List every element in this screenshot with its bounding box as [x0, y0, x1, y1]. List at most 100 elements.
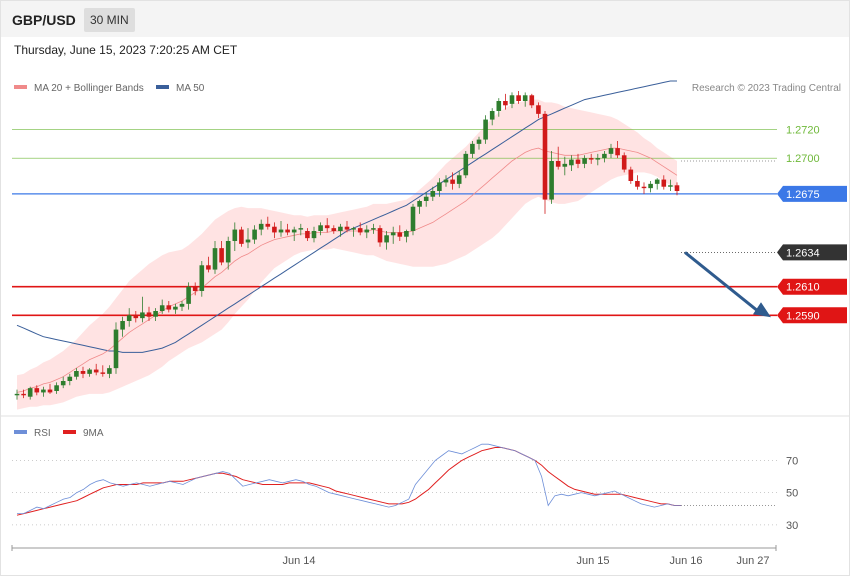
candle-body	[14, 393, 20, 396]
candle	[206, 256, 211, 273]
bollinger-band	[17, 99, 677, 410]
candle-body	[503, 101, 508, 106]
candle	[463, 151, 469, 179]
candle	[34, 385, 40, 396]
candle	[443, 175, 449, 187]
candle	[588, 153, 594, 164]
candle-body	[232, 229, 238, 241]
candle	[674, 182, 680, 196]
candle	[199, 261, 205, 297]
timeframe-button[interactable]: 30 MIN	[84, 8, 135, 32]
candle-body	[522, 95, 528, 101]
candle-body	[192, 286, 198, 291]
candle-body	[470, 143, 475, 154]
candle-body	[126, 315, 132, 321]
candle-body	[628, 169, 634, 181]
candle	[311, 226, 317, 243]
candle	[179, 301, 185, 311]
candle-body	[423, 196, 429, 201]
candle	[278, 221, 284, 237]
forecast-arrow	[684, 251, 771, 318]
candle	[60, 376, 66, 389]
candle	[364, 225, 370, 239]
candlesticks	[14, 91, 680, 400]
candle	[331, 225, 337, 234]
candle-body	[305, 231, 310, 239]
candle	[476, 136, 482, 150]
candle	[126, 308, 132, 327]
candle	[390, 226, 396, 244]
candle	[324, 218, 330, 233]
candle-body	[186, 286, 191, 304]
candle-body	[252, 229, 257, 240]
chart-header: GBP/USD 30 MIN	[1, 1, 849, 37]
candle-body	[140, 312, 145, 319]
candle-body	[430, 191, 436, 197]
candle	[87, 368, 92, 377]
candle	[489, 108, 495, 126]
candle-body	[529, 95, 535, 106]
candle	[357, 222, 363, 236]
candle	[437, 178, 442, 197]
candle	[503, 93, 508, 110]
x-tick-label: Jun 14	[282, 555, 315, 567]
level-label: 1.2590	[786, 310, 820, 322]
rsi-line	[17, 443, 681, 514]
candle	[166, 301, 172, 313]
candle	[159, 299, 165, 314]
candle-body	[87, 369, 92, 374]
candle-body	[27, 388, 33, 397]
candle	[252, 225, 257, 244]
level-tag-support	[777, 307, 847, 324]
candle	[258, 219, 264, 236]
x-tick-label: Jun 16	[669, 555, 702, 567]
candle-body	[437, 182, 442, 191]
candle	[397, 225, 403, 241]
candle	[635, 175, 640, 190]
candle	[529, 93, 535, 109]
candle	[285, 223, 290, 236]
level-label: 1.2610	[786, 282, 820, 294]
candle-body	[338, 226, 343, 231]
candle-body	[311, 231, 317, 239]
candle-body	[173, 306, 178, 310]
candle	[265, 216, 271, 230]
candle	[470, 141, 475, 159]
candle	[404, 229, 409, 243]
candle	[569, 155, 574, 171]
candle-body	[113, 329, 119, 369]
candle-body	[258, 223, 264, 230]
candle-body	[443, 179, 449, 183]
candle-body	[615, 148, 620, 156]
candle-body	[54, 385, 59, 391]
candle	[496, 98, 502, 117]
candle-body	[661, 179, 667, 187]
candle-body	[575, 159, 581, 164]
candle-body	[536, 105, 541, 114]
candle	[298, 223, 304, 236]
rsi-tick-label: 70	[786, 455, 798, 467]
candle-body	[225, 241, 231, 263]
candle-body	[206, 265, 211, 270]
candle-body	[272, 226, 277, 233]
candle	[21, 389, 26, 399]
legend-label-ma20: MA 20 + Bollinger Bands	[34, 83, 144, 94]
candle-body	[41, 389, 46, 393]
candle-body	[555, 161, 561, 167]
candle	[192, 282, 198, 296]
candle-body	[569, 159, 574, 166]
candle	[239, 226, 244, 247]
candle	[173, 303, 178, 314]
candle-body	[239, 229, 244, 244]
forecast-arrow-head	[753, 302, 771, 318]
candle	[542, 111, 548, 214]
candle-body	[648, 183, 653, 189]
candle-body	[318, 225, 323, 231]
legend-swatch-ma50	[156, 85, 169, 89]
candle	[509, 92, 515, 109]
legend-label-9ma: 9MA	[83, 428, 104, 439]
candle-body	[582, 158, 587, 164]
rsi-tick-label: 50	[786, 488, 798, 500]
